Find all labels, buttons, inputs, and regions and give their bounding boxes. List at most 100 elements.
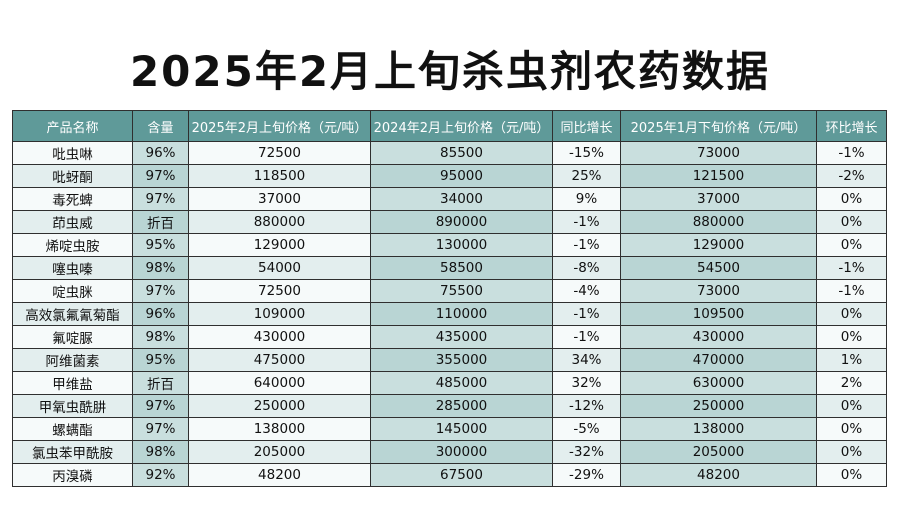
cell-price-2025-feb-early: 475000 [188,348,371,372]
cell-product-name: 甲维盐 [12,371,133,395]
page-title: 2025年2月上旬杀虫剂农药数据 [129,47,771,96]
cell-product-name: 阿维菌素 [12,348,133,372]
cell-price-2024-feb-early: 485000 [370,371,553,395]
header-mom-growth: 环比增长 [816,110,887,142]
cell-product-name: 螺螨酯 [12,417,133,441]
cell-product-name: 丙溴磷 [12,463,133,487]
pesticide-price-table: 产品名称 含量 2025年2月上旬价格（元/吨） 2024年2月上旬价格（元/吨… [12,110,887,487]
cell-yoy-growth: -1% [552,325,621,349]
cell-yoy-growth: 34% [552,348,621,372]
cell-price-2025-feb-early: 430000 [188,325,371,349]
cell-product-name: 茚虫威 [12,210,133,234]
cell-price-2024-feb-early: 67500 [370,463,553,487]
cell-mom-growth: -1% [816,141,887,165]
table-row: 吡蚜酮 97% 118500 95000 25% 121500 -2% [12,164,887,188]
cell-product-name: 高效氯氟氰菊酯 [12,302,133,326]
header-price-2025-jan-late: 2025年1月下旬价格（元/吨） [620,110,817,142]
cell-mom-growth: 0% [816,440,887,464]
cell-price-2025-jan-late: 37000 [620,187,817,211]
cell-content: 98% [132,256,189,280]
cell-price-2025-jan-late: 129000 [620,233,817,257]
cell-mom-growth: -1% [816,256,887,280]
cell-yoy-growth: -5% [552,417,621,441]
cell-mom-growth: 0% [816,394,887,418]
cell-yoy-growth: -29% [552,463,621,487]
cell-mom-growth: 0% [816,463,887,487]
cell-yoy-growth: -1% [552,302,621,326]
cell-price-2024-feb-early: 355000 [370,348,553,372]
cell-content: 95% [132,233,189,257]
table-row: 螺螨酯 97% 138000 145000 -5% 138000 0% [12,417,887,441]
cell-yoy-growth: 32% [552,371,621,395]
cell-content: 98% [132,440,189,464]
cell-price-2025-jan-late: 630000 [620,371,817,395]
cell-price-2025-feb-early: 118500 [188,164,371,188]
cell-content: 97% [132,394,189,418]
cell-yoy-growth: -12% [552,394,621,418]
cell-price-2025-feb-early: 129000 [188,233,371,257]
cell-content: 98% [132,325,189,349]
cell-price-2025-feb-early: 205000 [188,440,371,464]
table-row: 啶虫脒 97% 72500 75500 -4% 73000 -1% [12,279,887,303]
cell-product-name: 氯虫苯甲酰胺 [12,440,133,464]
cell-price-2025-jan-late: 121500 [620,164,817,188]
cell-content: 96% [132,302,189,326]
cell-price-2025-jan-late: 880000 [620,210,817,234]
cell-price-2024-feb-early: 34000 [370,187,553,211]
cell-mom-growth: 0% [816,210,887,234]
table-row: 噻虫嗪 98% 54000 58500 -8% 54500 -1% [12,256,887,280]
cell-price-2025-feb-early: 54000 [188,256,371,280]
cell-product-name: 毒死蜱 [12,187,133,211]
cell-price-2025-feb-early: 250000 [188,394,371,418]
cell-price-2025-feb-early: 640000 [188,371,371,395]
cell-price-2024-feb-early: 890000 [370,210,553,234]
table-row: 茚虫威 折百 880000 890000 -1% 880000 0% [12,210,887,234]
cell-content: 97% [132,187,189,211]
cell-mom-growth: 1% [816,348,887,372]
cell-price-2025-feb-early: 138000 [188,417,371,441]
table-row: 氟啶脲 98% 430000 435000 -1% 430000 0% [12,325,887,349]
cell-yoy-growth: 25% [552,164,621,188]
cell-mom-growth: -2% [816,164,887,188]
cell-price-2025-feb-early: 72500 [188,141,371,165]
cell-content: 92% [132,463,189,487]
table-row: 烯啶虫胺 95% 129000 130000 -1% 129000 0% [12,233,887,257]
cell-yoy-growth: -32% [552,440,621,464]
cell-yoy-growth: -8% [552,256,621,280]
cell-price-2025-jan-late: 250000 [620,394,817,418]
cell-product-name: 氟啶脲 [12,325,133,349]
cell-product-name: 啶虫脒 [12,279,133,303]
cell-yoy-growth: -15% [552,141,621,165]
cell-price-2025-jan-late: 205000 [620,440,817,464]
cell-content: 95% [132,348,189,372]
cell-price-2024-feb-early: 300000 [370,440,553,464]
table-row: 阿维菌素 95% 475000 355000 34% 470000 1% [12,348,887,372]
cell-content: 97% [132,164,189,188]
header-product-name: 产品名称 [12,110,133,142]
cell-content: 96% [132,141,189,165]
cell-price-2025-feb-early: 109000 [188,302,371,326]
cell-price-2025-jan-late: 109500 [620,302,817,326]
cell-mom-growth: 2% [816,371,887,395]
cell-yoy-growth: -1% [552,233,621,257]
table-row: 甲氧虫酰肼 97% 250000 285000 -12% 250000 0% [12,394,887,418]
table-row: 甲维盐 折百 640000 485000 32% 630000 2% [12,371,887,395]
cell-price-2024-feb-early: 95000 [370,164,553,188]
header-content: 含量 [132,110,189,142]
table-row: 高效氯氟氰菊酯 96% 109000 110000 -1% 109500 0% [12,302,887,326]
table-row: 氯虫苯甲酰胺 98% 205000 300000 -32% 205000 0% [12,440,887,464]
cell-price-2024-feb-early: 75500 [370,279,553,303]
cell-price-2024-feb-early: 58500 [370,256,553,280]
cell-mom-growth: 0% [816,187,887,211]
table-row: 吡虫啉 96% 72500 85500 -15% 73000 -1% [12,141,887,165]
cell-yoy-growth: -4% [552,279,621,303]
cell-mom-growth: 0% [816,417,887,441]
cell-price-2025-jan-late: 73000 [620,279,817,303]
cell-content: 折百 [132,210,189,234]
cell-price-2024-feb-early: 145000 [370,417,553,441]
cell-price-2025-jan-late: 48200 [620,463,817,487]
cell-price-2024-feb-early: 130000 [370,233,553,257]
cell-product-name: 甲氧虫酰肼 [12,394,133,418]
table-header-row: 产品名称 含量 2025年2月上旬价格（元/吨） 2024年2月上旬价格（元/吨… [12,110,887,142]
